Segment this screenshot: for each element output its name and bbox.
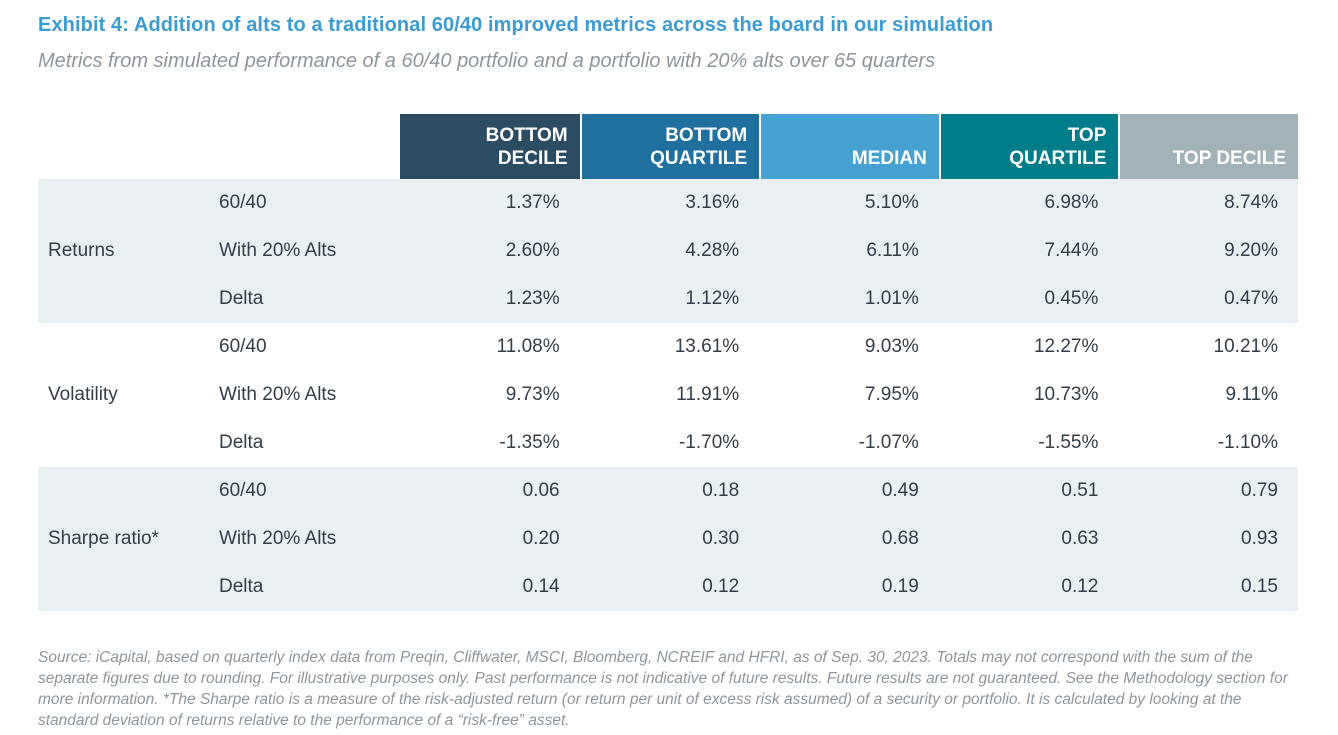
- value-cell: -1.07%: [858, 432, 919, 453]
- value-cell: 10.73%: [1033, 384, 1099, 405]
- section-volatility: Volatility 60/40 11.08% 13.61% 9.03% 12.…: [38, 323, 1298, 467]
- value-cell: 1.12%: [685, 288, 740, 309]
- column-header-bottom-decile: BOTTOM DECILE: [400, 114, 580, 179]
- value-cell: 0.20: [522, 528, 560, 549]
- value-cell: 11.08%: [496, 336, 560, 357]
- value-cell: 0.15: [1241, 576, 1278, 597]
- value-cell: 5.10%: [864, 192, 919, 213]
- value-cell: 0.68: [881, 528, 919, 549]
- row-label: Delta: [219, 432, 264, 453]
- value-cell: 9.73%: [505, 384, 560, 405]
- row-label: 60/40: [219, 336, 267, 357]
- source-footnote: Source: iCapital, based on quarterly ind…: [38, 649, 1288, 729]
- page-title: Exhibit 4: Addition of alts to a traditi…: [38, 14, 994, 36]
- value-cell: 11.91%: [676, 384, 740, 405]
- value-cell: 0.06: [522, 480, 560, 501]
- section-returns: Returns 60/40 1.37% 3.16% 5.10% 6.98% 8.…: [38, 179, 1298, 323]
- header-spacer-scenario: [218, 114, 400, 179]
- row-label: Delta: [219, 288, 264, 309]
- row-label: With 20% Alts: [219, 528, 337, 549]
- metric-label-returns: Returns: [48, 240, 115, 261]
- row-label: 60/40: [219, 192, 267, 213]
- metrics-table: BOTTOM DECILE BOTTOM QUARTILE MEDIAN TOP…: [38, 114, 1298, 611]
- metric-label-sharpe-ratio: Sharpe ratio*: [48, 528, 159, 549]
- column-header-median: MEDIAN: [759, 114, 939, 179]
- value-cell: 7.95%: [864, 384, 919, 405]
- value-cell: 6.11%: [866, 240, 919, 261]
- value-cell: 0.93: [1241, 528, 1278, 549]
- value-cell: 9.03%: [864, 336, 919, 357]
- value-cell: 1.23%: [505, 288, 560, 309]
- value-cell: 2.60%: [505, 240, 560, 261]
- value-cell: -1.55%: [1038, 432, 1099, 453]
- value-cell: 4.28%: [685, 240, 740, 261]
- value-cell: 0.51: [1061, 480, 1099, 501]
- table-header-row: BOTTOM DECILE BOTTOM QUARTILE MEDIAN TOP…: [38, 114, 1298, 179]
- column-header-bottom-quartile: BOTTOM QUARTILE: [579, 114, 760, 179]
- value-cell: 7.44%: [1044, 240, 1099, 261]
- value-cell: 3.16%: [685, 192, 740, 213]
- value-cell: 9.11%: [1225, 384, 1278, 405]
- section-sharpe-ratio: Sharpe ratio* 60/40 0.06 0.18 0.49 0.51 …: [38, 467, 1298, 611]
- row-label: With 20% Alts: [219, 240, 337, 261]
- value-cell: 10.21%: [1213, 336, 1278, 357]
- value-cell: 1.37%: [505, 192, 560, 213]
- value-cell: 9.20%: [1224, 240, 1278, 261]
- metric-label-volatility: Volatility: [48, 384, 118, 405]
- value-cell: 12.27%: [1033, 336, 1099, 357]
- value-cell: -1.70%: [678, 432, 740, 453]
- value-cell: 0.19: [881, 576, 919, 597]
- value-cell: 13.61%: [674, 336, 740, 357]
- value-cell: 8.74%: [1224, 192, 1278, 213]
- value-cell: 0.79: [1241, 480, 1278, 501]
- value-cell: -1.10%: [1217, 432, 1278, 453]
- value-cell: 0.47%: [1224, 288, 1278, 309]
- row-label: Delta: [219, 576, 264, 597]
- value-cell: 0.30: [702, 528, 740, 549]
- value-cell: 0.12: [1061, 576, 1099, 597]
- value-cell: 0.12: [702, 576, 740, 597]
- value-cell: 1.01%: [864, 288, 919, 309]
- page-subtitle: Metrics from simulated performance of a …: [38, 50, 936, 72]
- value-cell: 6.98%: [1044, 192, 1099, 213]
- column-header-top-quartile: TOP QUARTILE: [938, 114, 1119, 179]
- header-spacer-metric: [38, 114, 218, 179]
- value-cell: 0.18: [702, 480, 740, 501]
- value-cell: 0.45%: [1044, 288, 1099, 309]
- value-cell: 0.63: [1061, 528, 1099, 549]
- value-cell: 0.14: [522, 576, 560, 597]
- row-label: With 20% Alts: [219, 384, 337, 405]
- row-label: 60/40: [219, 480, 267, 501]
- value-cell: 0.49: [881, 480, 919, 501]
- value-cell: -1.35%: [499, 432, 560, 453]
- column-header-top-decile: TOP DECILE: [1118, 114, 1298, 179]
